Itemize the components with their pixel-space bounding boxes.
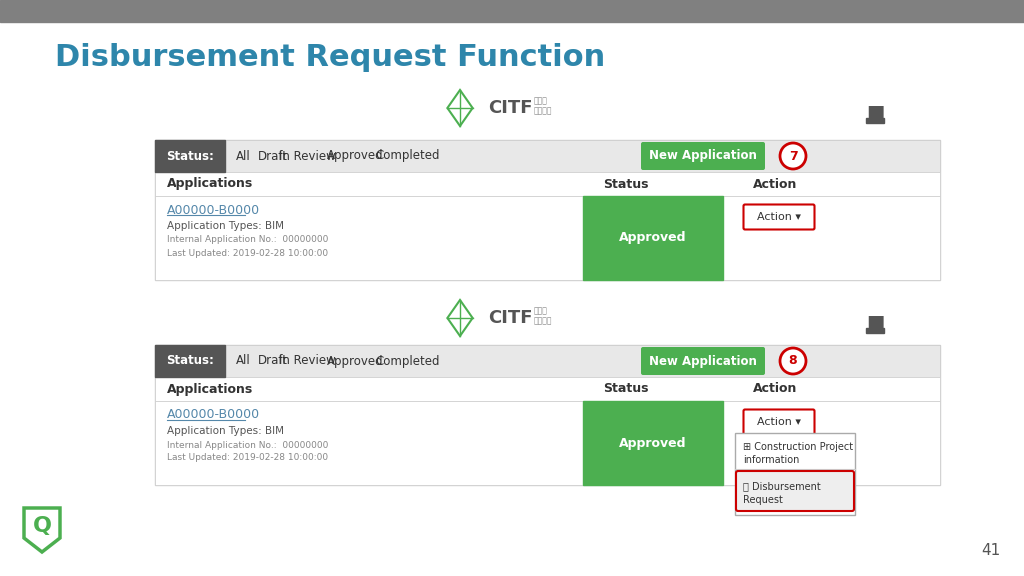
Text: All: All bbox=[236, 354, 251, 367]
Text: ⎙ Disbursement: ⎙ Disbursement bbox=[743, 481, 821, 491]
Text: Status:: Status: bbox=[166, 354, 214, 367]
Text: 7: 7 bbox=[788, 150, 798, 162]
FancyBboxPatch shape bbox=[743, 410, 814, 434]
Text: information: information bbox=[743, 455, 800, 465]
Text: 8: 8 bbox=[788, 354, 798, 367]
Text: A00000-B0000: A00000-B0000 bbox=[167, 408, 260, 422]
Text: Completed: Completed bbox=[376, 354, 440, 367]
Text: New Application: New Application bbox=[649, 150, 757, 162]
Text: Internal Application No.:  00000000: Internal Application No.: 00000000 bbox=[167, 441, 329, 449]
Bar bbox=[155, 140, 225, 172]
Text: CITF: CITF bbox=[488, 309, 532, 327]
Text: Action: Action bbox=[753, 177, 798, 191]
Text: 建造業
創科基金: 建造業 創科基金 bbox=[534, 306, 553, 325]
Bar bbox=[0, 0, 1024, 22]
Bar bbox=[583, 196, 723, 280]
Text: 建造業
創科基金: 建造業 創科基金 bbox=[534, 96, 553, 116]
Text: Approved: Approved bbox=[327, 354, 383, 367]
Text: Last Updated: 2019-02-28 10:00:00: Last Updated: 2019-02-28 10:00:00 bbox=[167, 248, 328, 257]
FancyBboxPatch shape bbox=[641, 142, 765, 170]
Bar bbox=[155, 140, 940, 172]
Text: Q: Q bbox=[33, 516, 51, 536]
Text: Request: Request bbox=[743, 495, 783, 505]
Text: Action: Action bbox=[753, 382, 798, 396]
Text: Approved: Approved bbox=[327, 150, 383, 162]
Text: Draft: Draft bbox=[258, 150, 288, 162]
Bar bbox=[155, 345, 225, 377]
Text: Status: Status bbox=[603, 177, 648, 191]
Text: New Application: New Application bbox=[649, 354, 757, 367]
Text: 41: 41 bbox=[981, 543, 1000, 558]
Text: Completed: Completed bbox=[376, 150, 440, 162]
Circle shape bbox=[780, 143, 806, 169]
Bar bbox=[155, 345, 940, 377]
Text: CITF: CITF bbox=[488, 99, 532, 117]
Text: In Review: In Review bbox=[279, 354, 336, 367]
Text: Last Updated: 2019-02-28 10:00:00: Last Updated: 2019-02-28 10:00:00 bbox=[167, 453, 328, 463]
Circle shape bbox=[780, 348, 806, 374]
Bar bbox=[866, 328, 884, 333]
Bar bbox=[155, 377, 940, 401]
Text: Application Types: BIM: Application Types: BIM bbox=[167, 426, 284, 436]
FancyBboxPatch shape bbox=[736, 471, 854, 511]
Text: Approved: Approved bbox=[620, 232, 687, 244]
Bar bbox=[866, 118, 884, 123]
Text: In Review: In Review bbox=[279, 150, 336, 162]
Text: ■: ■ bbox=[866, 103, 884, 122]
Text: ■: ■ bbox=[866, 313, 884, 332]
Bar bbox=[155, 345, 940, 485]
Text: Application Types: BIM: Application Types: BIM bbox=[167, 221, 284, 231]
Text: Status:: Status: bbox=[166, 150, 214, 162]
Bar bbox=[155, 172, 940, 196]
Text: Status: Status bbox=[603, 382, 648, 396]
FancyBboxPatch shape bbox=[641, 347, 765, 375]
Text: Applications: Applications bbox=[167, 177, 253, 191]
Text: A00000-B0000: A00000-B0000 bbox=[167, 203, 260, 217]
Text: Action ▾: Action ▾ bbox=[757, 212, 801, 222]
Bar bbox=[155, 140, 940, 280]
Text: Draft: Draft bbox=[258, 354, 288, 367]
Text: Internal Application No.:  00000000: Internal Application No.: 00000000 bbox=[167, 236, 329, 244]
Bar bbox=[735, 433, 855, 515]
Text: Disbursement Request Function: Disbursement Request Function bbox=[55, 44, 605, 73]
Bar bbox=[155, 196, 940, 280]
Bar bbox=[583, 401, 723, 485]
FancyBboxPatch shape bbox=[743, 204, 814, 229]
Text: Action ▾: Action ▾ bbox=[757, 417, 801, 427]
Text: Approved: Approved bbox=[620, 437, 687, 449]
Text: ⊞ Construction Project: ⊞ Construction Project bbox=[743, 442, 853, 452]
Bar bbox=[155, 401, 940, 485]
Text: All: All bbox=[236, 150, 251, 162]
Text: Applications: Applications bbox=[167, 382, 253, 396]
